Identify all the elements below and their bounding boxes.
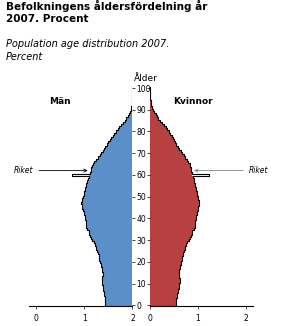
Text: Ålder: Ålder — [134, 74, 157, 83]
Polygon shape — [82, 87, 132, 306]
Text: Män: Män — [49, 97, 71, 106]
Text: Befolkningens åldersfördelning år
2007. Procent: Befolkningens åldersfördelning år 2007. … — [6, 0, 207, 24]
Text: Riket: Riket — [195, 166, 268, 175]
Polygon shape — [150, 87, 199, 306]
Text: Population age distribution 2007.
Percent: Population age distribution 2007. Percen… — [6, 39, 169, 62]
Text: Kvinnor: Kvinnor — [173, 97, 213, 106]
Text: Riket: Riket — [14, 166, 87, 175]
